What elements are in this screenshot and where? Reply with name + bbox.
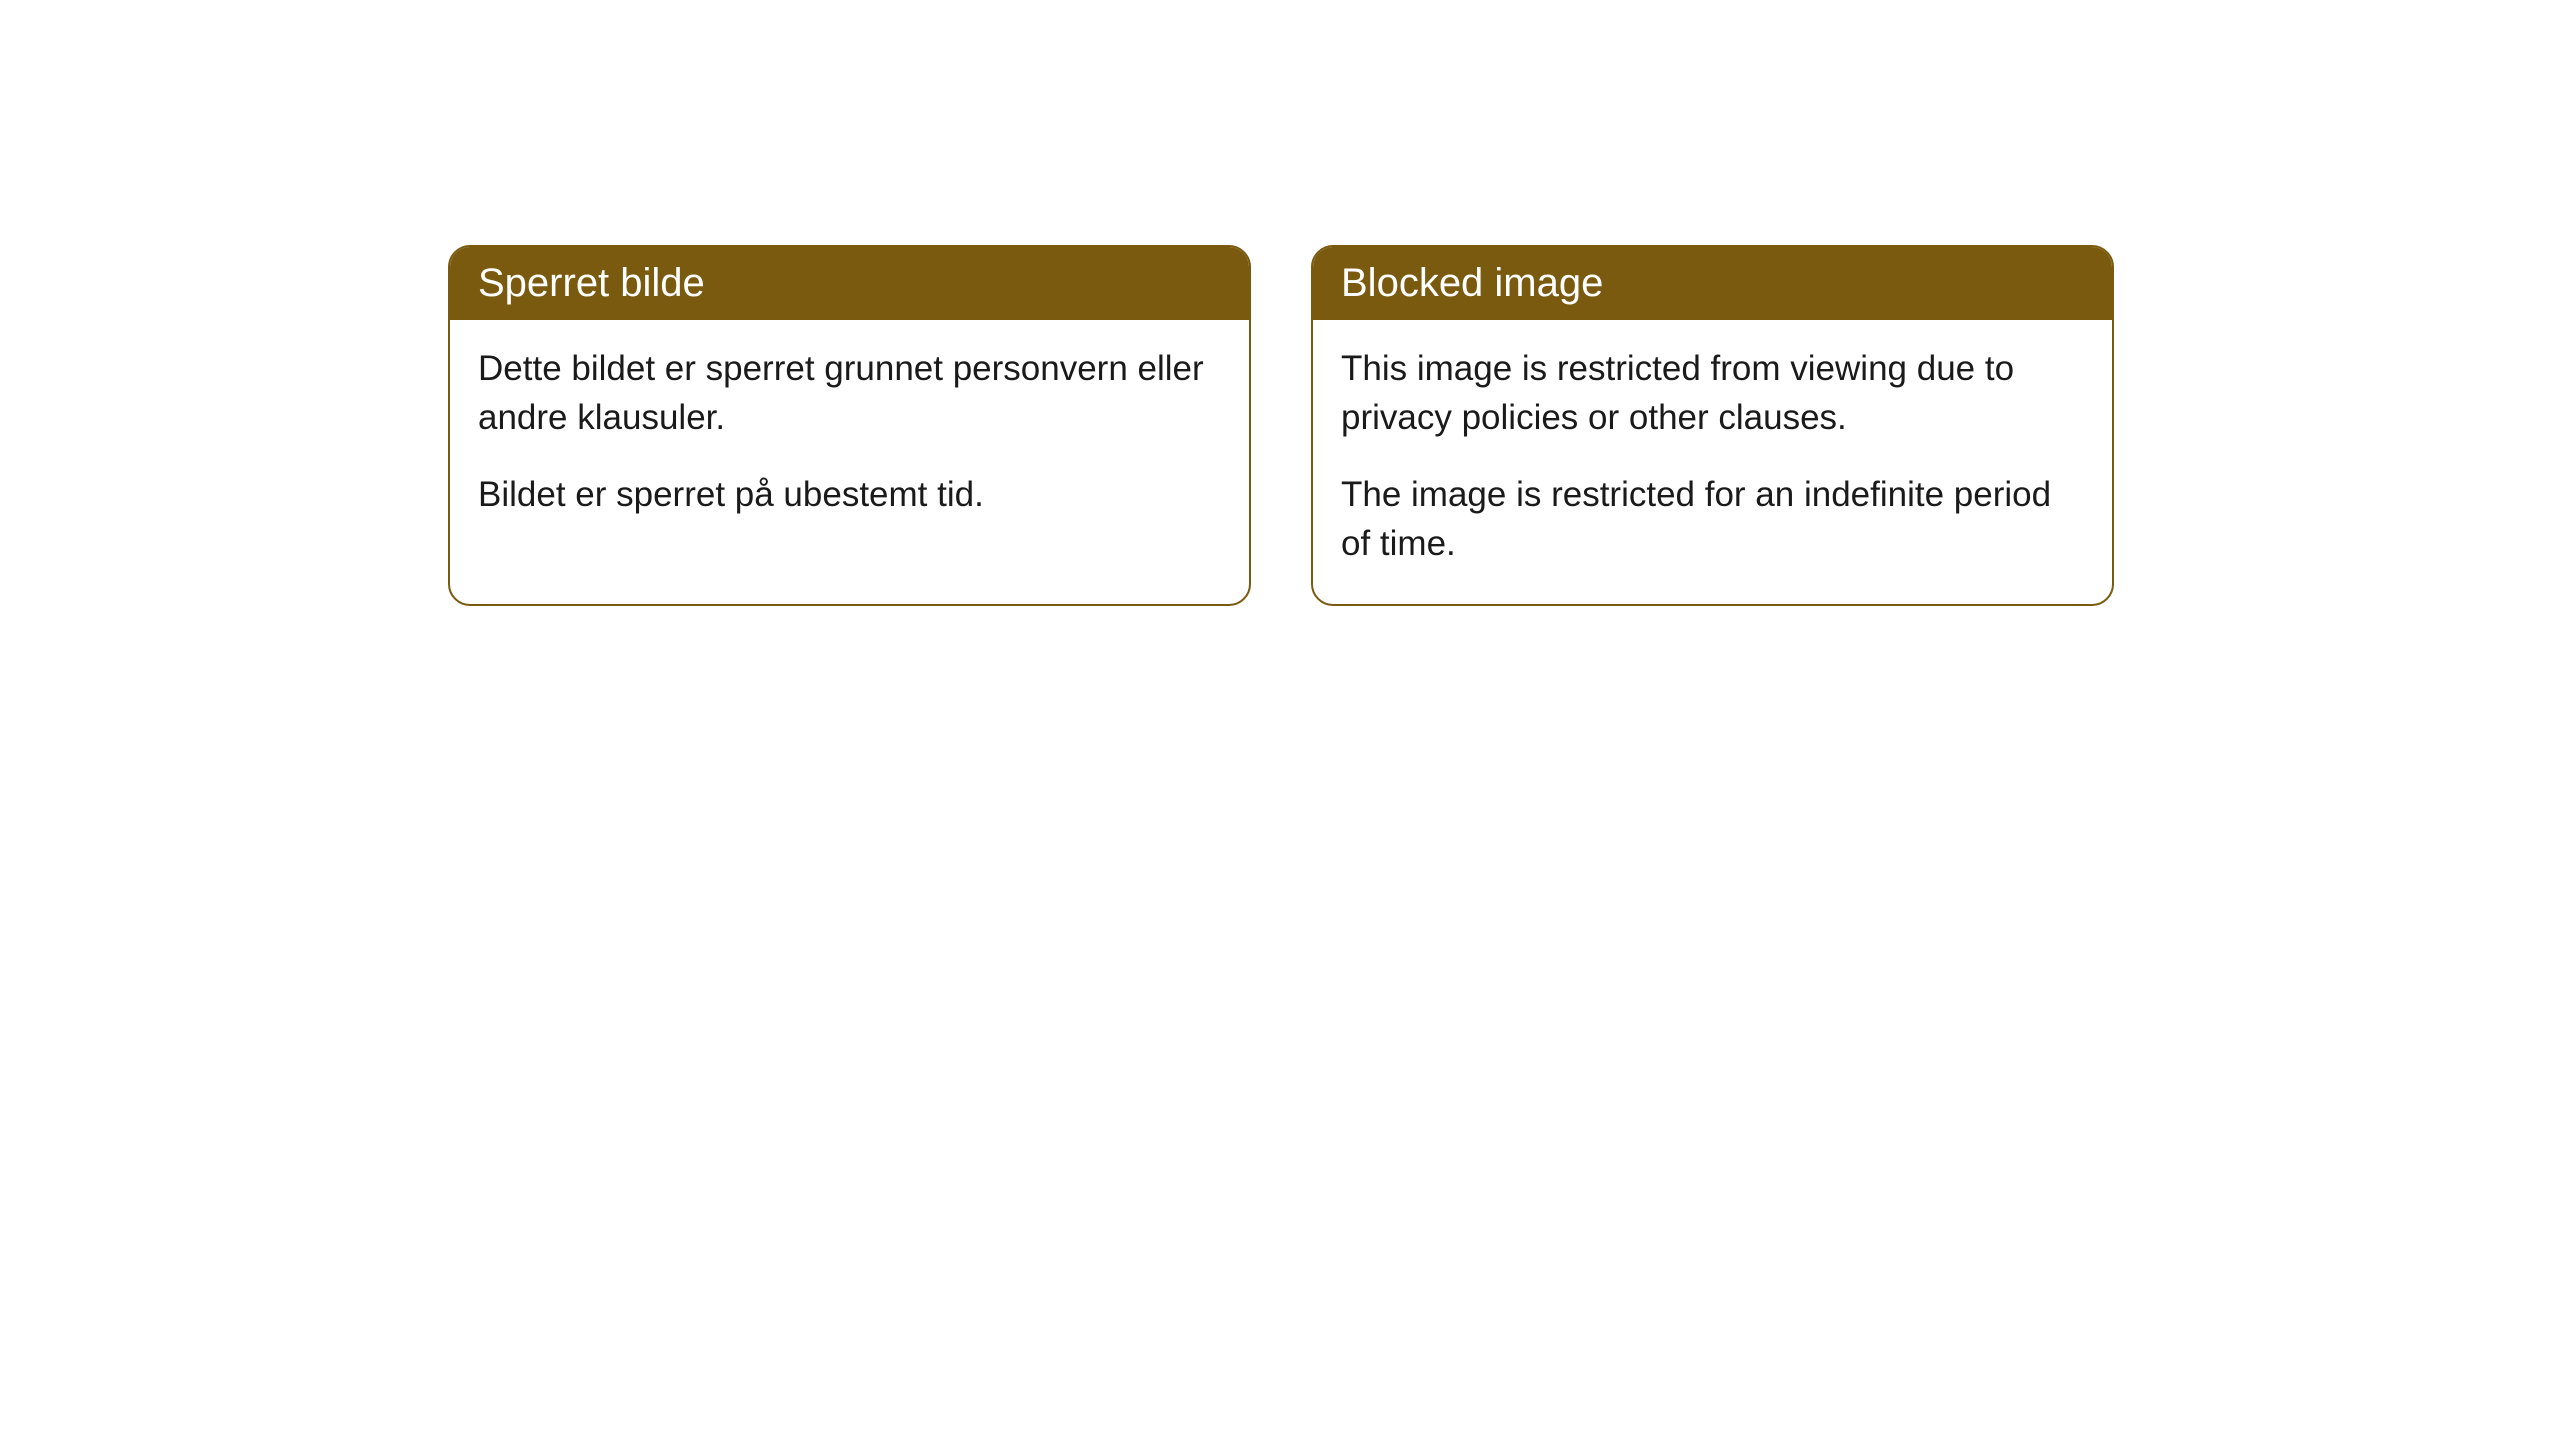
card-paragraph: This image is restricted from viewing du… — [1341, 344, 2084, 442]
card-header: Sperret bilde — [450, 247, 1249, 320]
card-title: Blocked image — [1341, 261, 1603, 305]
notice-cards-container: Sperret bilde Dette bildet er sperret gr… — [448, 245, 2114, 606]
notice-card-norwegian: Sperret bilde Dette bildet er sperret gr… — [448, 245, 1251, 606]
notice-card-english: Blocked image This image is restricted f… — [1311, 245, 2114, 606]
card-body: Dette bildet er sperret grunnet personve… — [450, 320, 1249, 555]
card-paragraph: The image is restricted for an indefinit… — [1341, 470, 2084, 568]
card-paragraph: Bildet er sperret på ubestemt tid. — [478, 470, 1221, 519]
card-paragraph: Dette bildet er sperret grunnet personve… — [478, 344, 1221, 442]
card-title: Sperret bilde — [478, 261, 705, 305]
card-header: Blocked image — [1313, 247, 2112, 320]
card-body: This image is restricted from viewing du… — [1313, 320, 2112, 604]
